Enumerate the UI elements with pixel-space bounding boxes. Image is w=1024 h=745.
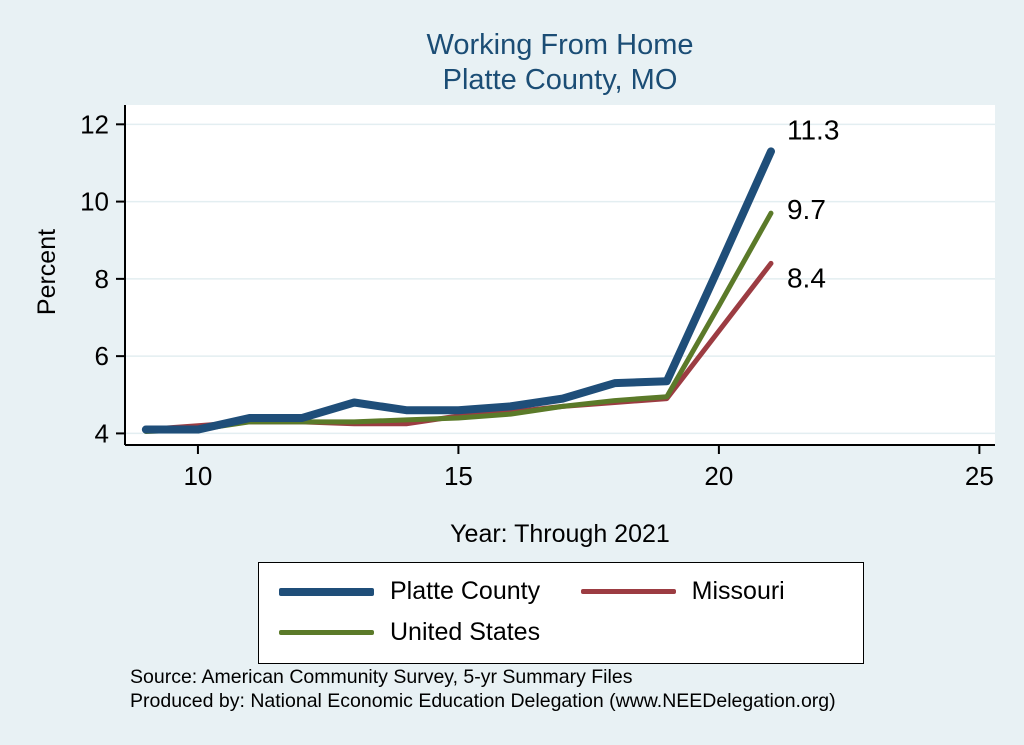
series-line-platte-county — [141, 147, 775, 434]
legend: Platte County Missouri United States — [258, 562, 864, 664]
legend-swatch-united-states — [279, 630, 374, 635]
legend-label: Missouri — [691, 577, 785, 605]
legend-item-missouri: Missouri — [580, 577, 843, 606]
legend-swatch-missouri — [580, 589, 676, 594]
chart-title-line1: Working From Home — [426, 29, 694, 61]
legend-label: United States — [390, 618, 541, 646]
chart-title-line2: Platte County, MO — [442, 64, 678, 97]
legend-item-united-states: United States — [279, 618, 581, 647]
y-tick-label: 8 — [95, 264, 109, 294]
x-tick-label: 25 — [965, 461, 994, 491]
source-line: Source: American Community Survey, 5-yr … — [130, 666, 633, 688]
x-tick-label: 15 — [444, 461, 473, 491]
x-axis-label: Year: Through 2021 — [450, 520, 670, 548]
end-label-united-states: 9.7 — [787, 194, 826, 225]
end-label-platte-county: 11.3 — [787, 114, 839, 145]
x-tick-label: 20 — [704, 461, 733, 491]
legend-swatch-platte-county — [279, 587, 374, 596]
y-tick-label: 6 — [95, 341, 109, 371]
end-label-missouri: 8.4 — [787, 262, 826, 293]
y-tick-label: 10 — [80, 187, 109, 217]
y-tick-label: 4 — [95, 418, 109, 448]
chart-title: Working From Home Platte County, MO — [125, 28, 995, 99]
y-tick-label: 12 — [80, 109, 109, 139]
source-note: Source: American Community Survey, 5-yr … — [130, 666, 836, 714]
produced-by-line: Produced by: National Economic Education… — [130, 689, 836, 712]
plot-background — [125, 105, 995, 445]
x-tick-label: 10 — [183, 461, 212, 491]
legend-label: Platte County — [390, 577, 541, 605]
legend-item-platte-county: Platte County — [279, 577, 581, 606]
